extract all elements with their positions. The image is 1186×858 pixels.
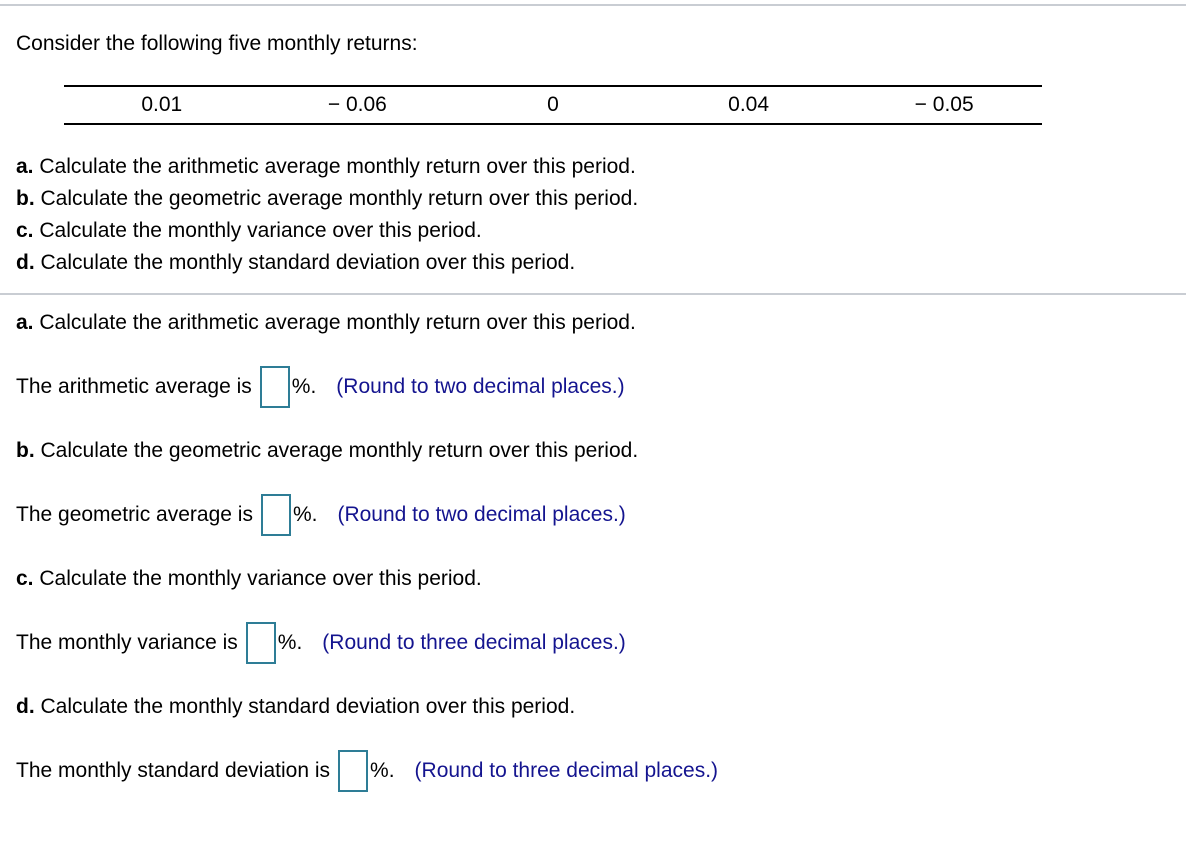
question-letter: a. [16,155,34,178]
answer-prompt: The monthly standard deviation is [16,759,331,782]
part-a-title: a. Calculate the arithmetic average mont… [16,307,1170,339]
percent-label: %. [292,503,318,526]
returns-table: 0.01 − 0.06 0 0.04 − 0.05 [64,85,1042,125]
percent-label: %. [370,759,395,782]
question-item-a: a. Calculate the arithmetic average mont… [16,151,1170,183]
part-a: a. Calculate the arithmetic average mont… [16,307,1170,408]
answer-input-a[interactable] [259,366,290,408]
question-item-d: d. Calculate the monthly standard deviat… [16,247,1170,279]
rounding-note: (Round to two decimal places.) [337,503,626,526]
part-letter: d. [16,695,35,718]
part-title-text: Calculate the monthly standard deviation… [40,695,576,718]
rounding-note: (Round to three decimal places.) [322,631,626,654]
question-letter: b. [16,187,35,210]
part-b-title: b. Calculate the geometric average month… [16,435,1170,467]
answer-prompt: The arithmetic average is [16,375,252,398]
question-text: Calculate the arithmetic average monthly… [39,155,636,178]
part-c-title: c. Calculate the monthly variance over t… [16,563,1170,595]
part-d-title: d. Calculate the monthly standard deviat… [16,691,1170,723]
return-value: 0.04 [728,93,770,116]
question-item-c: c. Calculate the monthly variance over t… [16,215,1170,247]
question-item-b: b. Calculate the geometric average month… [16,183,1170,215]
return-value: − 0.05 [914,93,974,116]
part-b-answer-line: The geometric average is %. (Round to tw… [16,494,1170,536]
rounding-note: (Round to three decimal places.) [414,759,719,782]
answer-input-d[interactable] [338,750,369,792]
part-a-answer-line: The arithmetic average is %. (Round to t… [16,366,1170,408]
part-letter: b. [16,439,35,462]
part-title-text: Calculate the monthly variance over this… [39,567,482,590]
question-letter: c. [16,219,34,242]
top-divider [0,4,1186,6]
answer-input-c[interactable] [245,622,276,664]
question-text: Calculate the monthly standard deviation… [40,251,576,274]
section-divider [0,293,1186,295]
answer-input-b[interactable] [260,494,291,536]
part-c: c. Calculate the monthly variance over t… [16,563,1170,664]
question-letter: d. [16,251,35,274]
part-title-text: Calculate the arithmetic average monthly… [39,311,636,334]
question-text: Calculate the monthly variance over this… [39,219,482,242]
rounding-note: (Round to two decimal places.) [336,375,625,398]
percent-label: %. [291,375,317,398]
percent-label: %. [277,631,303,654]
question-list: a. Calculate the arithmetic average mont… [16,151,1170,279]
part-d: d. Calculate the monthly standard deviat… [16,691,1170,792]
part-letter: c. [16,567,34,590]
answer-prompt: The monthly variance is [16,631,238,654]
intro-text: Consider the following five monthly retu… [16,32,418,55]
part-b: b. Calculate the geometric average month… [16,435,1170,536]
answer-prompt: The geometric average is [16,503,253,526]
part-d-answer-line: The monthly standard deviation is %. (Ro… [16,750,1170,792]
question-content: Consider the following five monthly retu… [0,33,1186,792]
return-value: − 0.06 [327,93,387,116]
part-title-text: Calculate the geometric average monthly … [40,439,639,462]
part-c-answer-line: The monthly variance is %. (Round to thr… [16,622,1170,664]
return-value: 0 [547,93,559,116]
return-value: 0.01 [141,93,183,116]
part-letter: a. [16,311,34,334]
question-text: Calculate the geometric average monthly … [40,187,639,210]
